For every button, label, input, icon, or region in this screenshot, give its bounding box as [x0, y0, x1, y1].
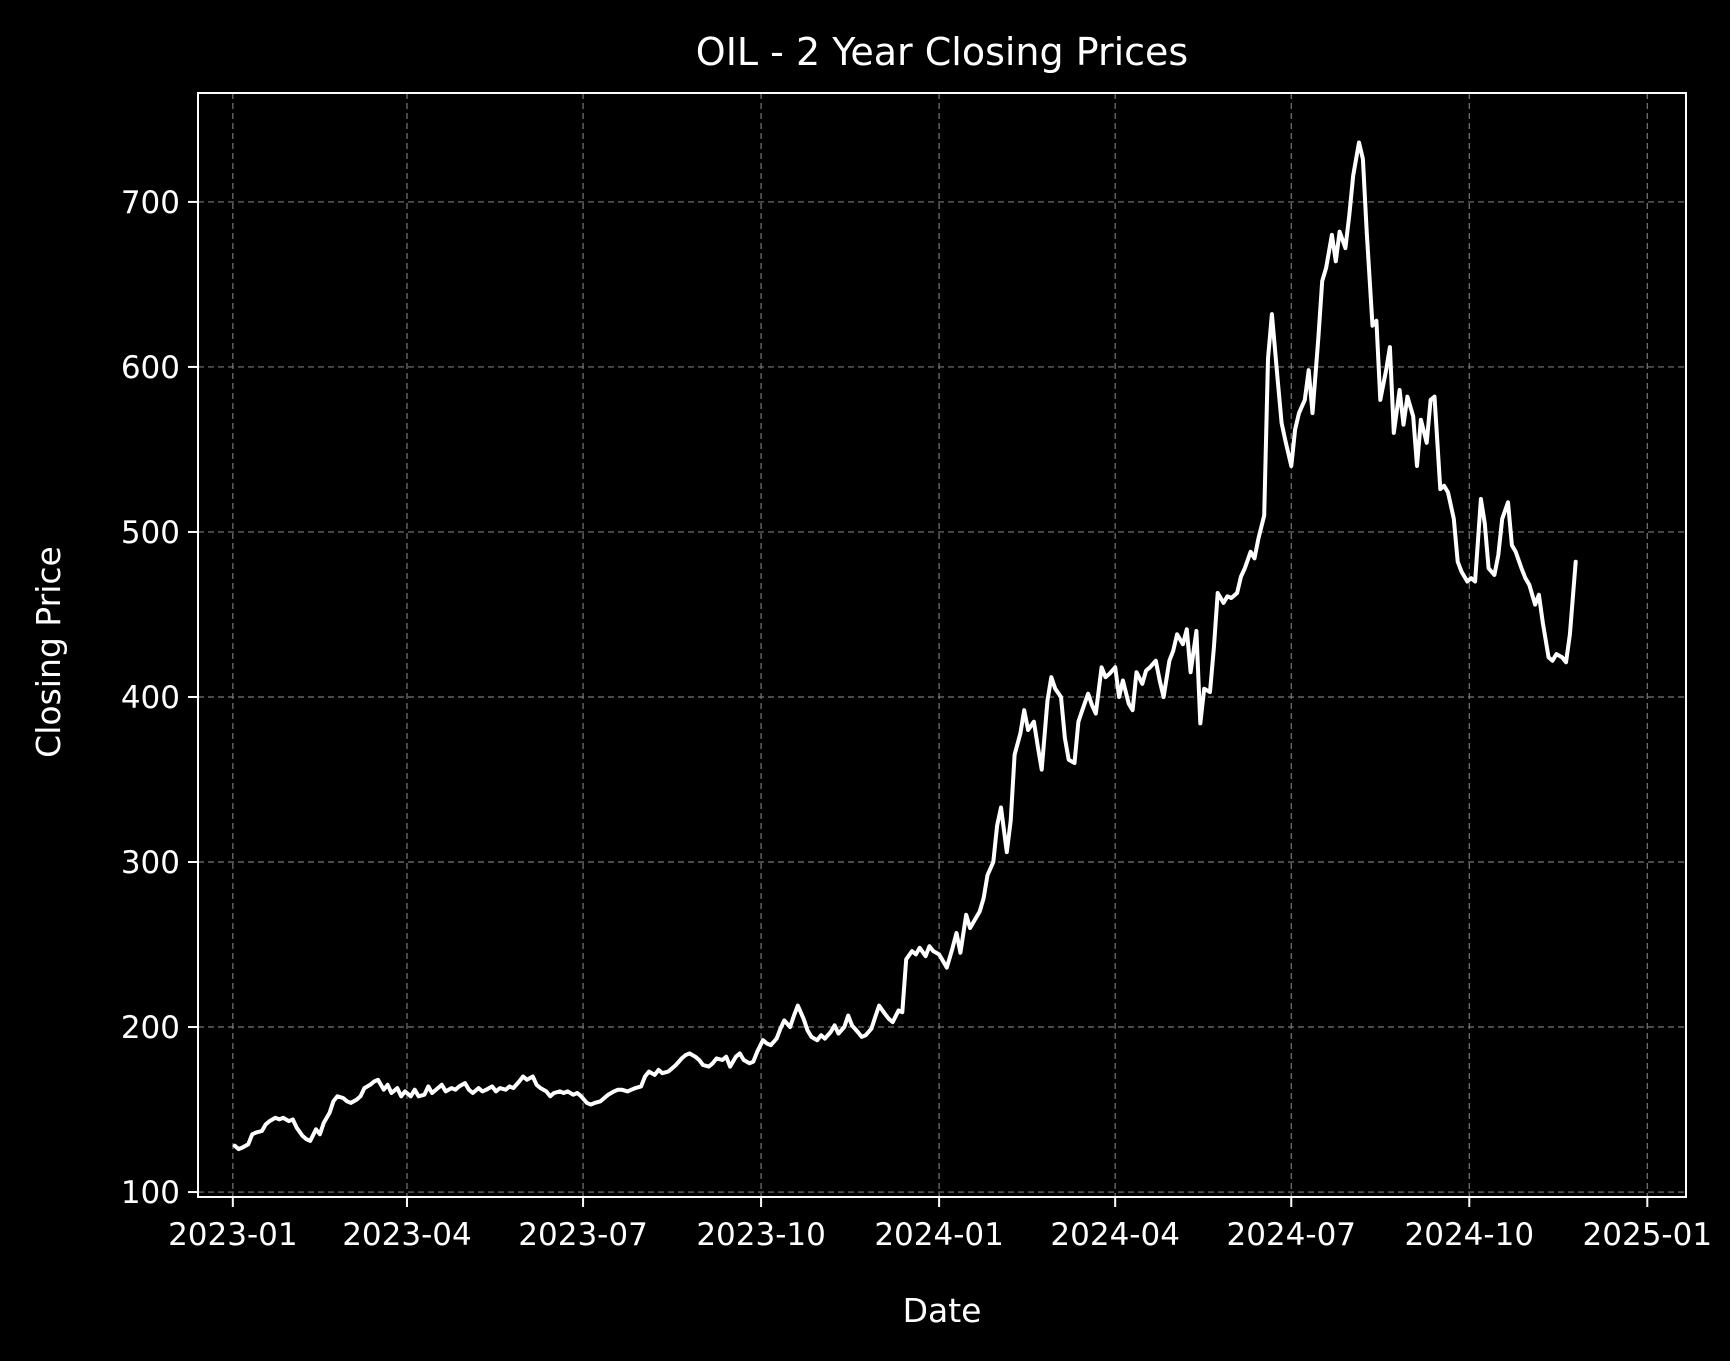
x-tick-label: 2023-07 [518, 1217, 648, 1253]
y-tick-label: 100 [121, 1175, 180, 1211]
x-tick-label: 2025-01 [1583, 1217, 1713, 1253]
x-tick-label: 2024-01 [874, 1217, 1004, 1253]
x-tick-label: 2024-10 [1405, 1217, 1535, 1253]
x-tick-label: 2023-01 [168, 1217, 298, 1253]
x-axis: 2023-01 2023-04 2023-07 2023-10 2024-01 2024-… [168, 1197, 1712, 1253]
y-tick-label: 300 [121, 845, 180, 881]
closing-price-line [232, 140, 1578, 1152]
x-axis-label: Date [903, 1291, 982, 1330]
y-axis-label: Closing Price [29, 546, 68, 758]
y-tick-label: 200 [121, 1010, 180, 1046]
x-tick-label: 2023-10 [696, 1217, 826, 1253]
y-tick-label: 700 [121, 185, 180, 221]
y-tick-label: 500 [121, 515, 180, 551]
x-tick-label: 2024-07 [1226, 1217, 1356, 1253]
y-tick-label: 600 [121, 350, 180, 386]
x-tick-label: 2023-04 [342, 1217, 472, 1253]
x-tick-label: 2024-04 [1050, 1217, 1180, 1253]
y-tick-label: 400 [121, 680, 180, 716]
y-axis: 100 200 300 400 500 600 700 [121, 185, 198, 1211]
chart-title: OIL - 2 Year Closing Prices [696, 30, 1188, 74]
plot-frame [197, 92, 1687, 1198]
grid [198, 93, 1686, 1197]
